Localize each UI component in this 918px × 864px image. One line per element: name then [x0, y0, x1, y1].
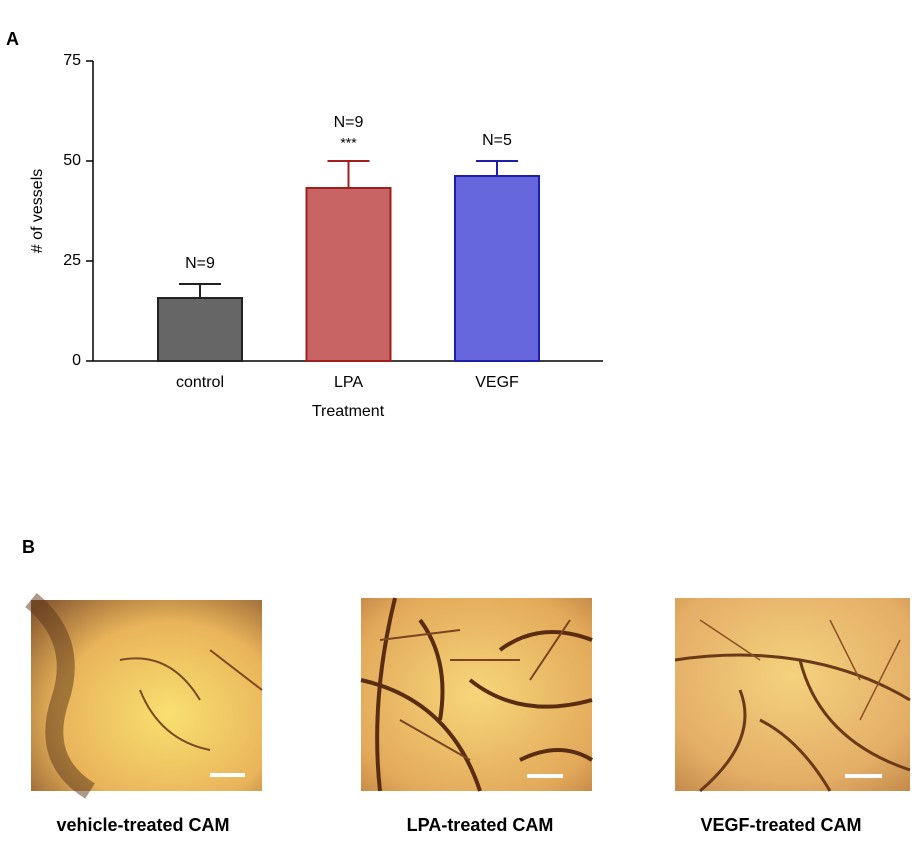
- y-axis-label: # of vessels: [29, 169, 46, 253]
- x-tick-label: LPA: [334, 374, 363, 391]
- caption: VEGF-treated CAM: [700, 815, 861, 835]
- photo: [25, 593, 263, 799]
- x-axis-label: Treatment: [312, 403, 385, 420]
- annotation: N=5: [482, 132, 512, 149]
- photo: [674, 598, 911, 793]
- y-tick-label: 25: [63, 252, 81, 269]
- y-tick-label: 75: [63, 52, 81, 69]
- panel-label: A: [6, 29, 19, 49]
- caption: LPA-treated CAM: [407, 815, 554, 835]
- panel-label: B: [22, 537, 35, 557]
- significance: ***: [340, 135, 357, 151]
- caption: vehicle-treated CAM: [56, 815, 229, 835]
- bar: [454, 175, 540, 362]
- annotation: N=9: [185, 255, 215, 272]
- x-tick-label: control: [176, 374, 224, 391]
- x-tick-label: VEGF: [475, 374, 519, 391]
- bar-chart: 0 25 50 75 # of vessels Treatment control N=9 LP…: [29, 52, 603, 420]
- y-tick-label: 50: [63, 152, 81, 169]
- annotation: N=9: [334, 114, 364, 131]
- photo: [360, 597, 594, 792]
- bar: [157, 297, 243, 362]
- y-tick-label: 0: [72, 352, 81, 369]
- bar: [305, 187, 392, 362]
